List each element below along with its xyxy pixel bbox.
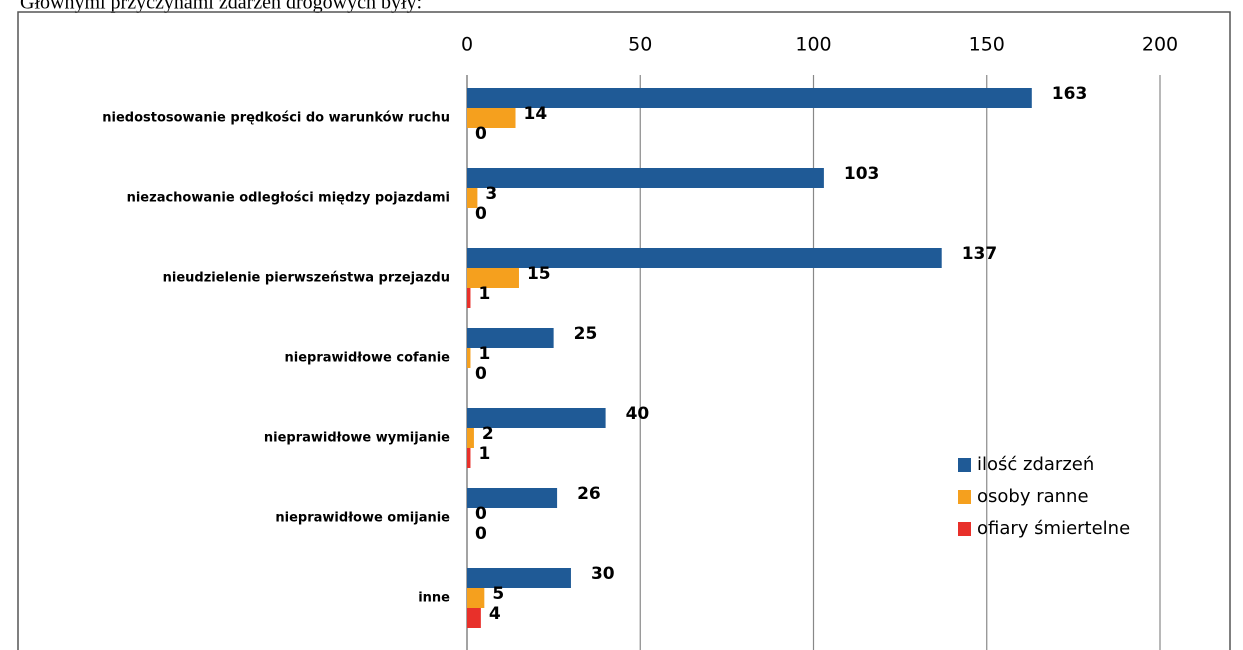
bar <box>467 588 485 608</box>
value-label: 25 <box>574 324 598 344</box>
value-label: 0 <box>475 524 487 544</box>
x-tick-label: 150 <box>969 34 1005 56</box>
legend-label: ilość zdarzeń <box>977 454 1094 475</box>
value-label: 4 <box>489 604 501 624</box>
value-label: 15 <box>527 264 551 284</box>
chart-frame <box>17 11 1231 650</box>
legend-swatch <box>958 458 971 472</box>
bar <box>467 608 481 628</box>
x-tick-label: 0 <box>461 34 473 56</box>
value-label: 0 <box>475 204 487 224</box>
value-label: 5 <box>492 584 504 604</box>
value-label: 3 <box>485 184 497 204</box>
value-label: 0 <box>475 124 487 144</box>
bar <box>467 188 478 208</box>
legend-swatch <box>958 490 971 504</box>
category-label: niezachowanie odległości między pojazdam… <box>127 191 450 206</box>
value-label: 137 <box>962 244 998 264</box>
value-label: 2 <box>482 424 494 444</box>
category-label: nieudzielenie pierwszeństwa przejazdu <box>163 271 450 286</box>
bar <box>467 408 606 428</box>
value-label: 103 <box>844 164 880 184</box>
value-label: 0 <box>475 364 487 384</box>
x-tick-label: 100 <box>795 34 831 56</box>
bar <box>467 168 824 188</box>
value-label: 26 <box>577 484 601 504</box>
bar <box>467 268 519 288</box>
bar <box>467 568 571 588</box>
category-label: niedostosowanie prędkości do warunków ru… <box>102 111 450 126</box>
value-label: 30 <box>591 564 615 584</box>
category-label: nieprawidłowe wymijanie <box>264 431 450 446</box>
x-tick-label: 50 <box>628 34 652 56</box>
value-label: 1 <box>478 344 490 364</box>
legend-label: ofiary śmiertelne <box>977 518 1130 539</box>
bar <box>467 88 1032 108</box>
bar <box>467 348 471 368</box>
legend-swatch <box>958 522 971 536</box>
chart-title: Głównymi przyczynami zdarzeń drogowych b… <box>20 0 422 14</box>
value-label: 1 <box>478 284 490 304</box>
value-label: 1 <box>478 444 490 464</box>
legend-label: osoby ranne <box>977 486 1089 507</box>
value-label: 0 <box>475 504 487 524</box>
x-tick-label: 200 <box>1142 34 1178 56</box>
bar <box>467 108 516 128</box>
value-label: 40 <box>626 404 650 424</box>
bar <box>467 328 554 348</box>
bar <box>467 248 942 268</box>
bar <box>467 428 474 448</box>
category-label: inne <box>418 591 450 606</box>
category-label: nieprawidłowe cofanie <box>285 351 451 366</box>
category-label: nieprawidłowe omijanie <box>275 511 450 526</box>
value-label: 14 <box>524 104 548 124</box>
bar <box>467 288 471 308</box>
bar <box>467 488 558 508</box>
bar <box>467 448 471 468</box>
value-label: 163 <box>1052 84 1088 104</box>
